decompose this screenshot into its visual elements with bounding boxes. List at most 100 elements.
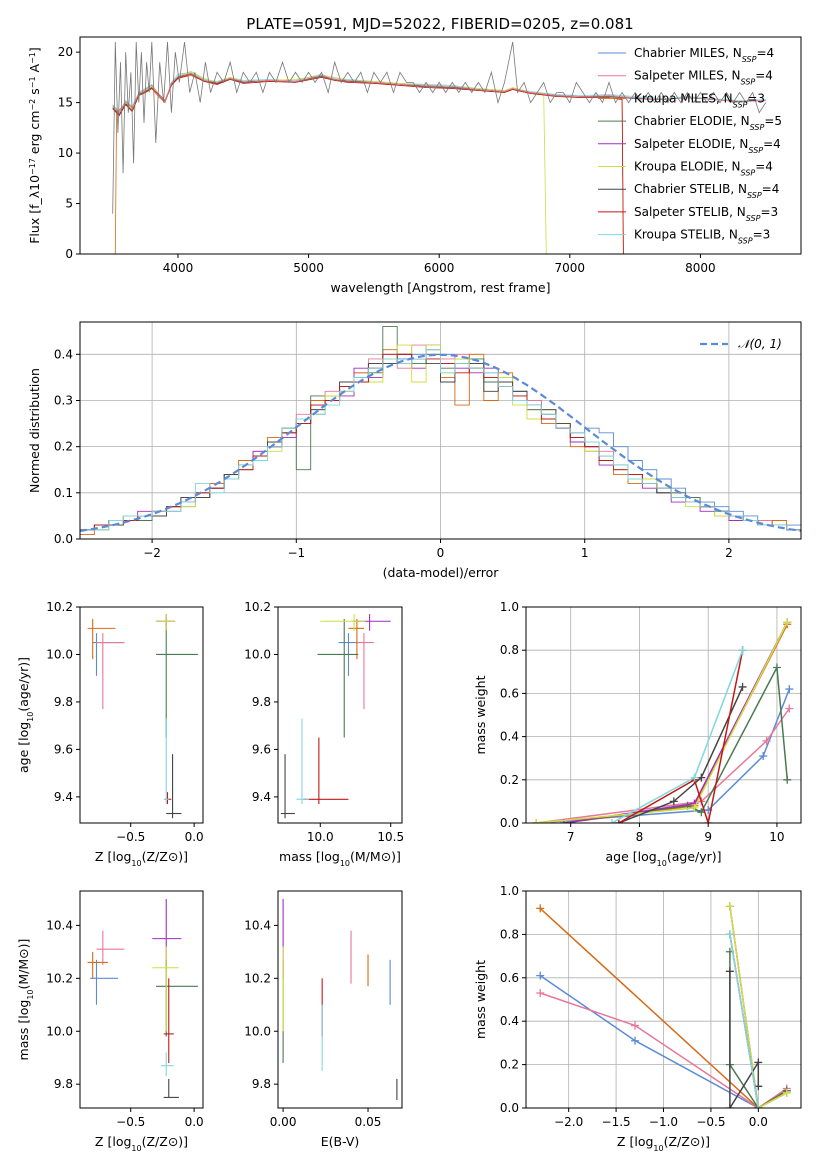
xtick-label: −0.5: [696, 1115, 725, 1129]
figure-title: PLATE=0591, MJD=52022, FIBERID=0205, z=0…: [246, 15, 633, 33]
legend-label: Kroupa ELODIE, NSSP=4: [634, 160, 773, 178]
plus-marker: [772, 663, 781, 672]
plus-marker: [690, 773, 699, 782]
ytick-label: 0.6: [500, 971, 519, 985]
label-part: Chabrier STELIB, N: [634, 182, 747, 196]
plus-marker: [725, 967, 734, 976]
label-part: Kroupa ELODIE, N: [634, 160, 741, 174]
label-part: )]: [16, 939, 31, 949]
plus-marker: [754, 1082, 763, 1091]
label-part: Chabrier MILES, N: [634, 46, 742, 60]
legend-label: Salpeter ELODIE, NSSP=4: [634, 137, 781, 155]
panel-spectrum: 4000 5000 6000 7000 8000 0 5 10 15 20 wavelength […: [27, 36, 802, 295]
panel-residuals: 𝒩(0, 1) −2 −1 0 1 2 0.0 0.1 0.2 0.3 0.4 (data-model…: [27, 321, 802, 580]
label-part: (Z/Z: [142, 849, 168, 864]
label-part: Salpeter MILES, N: [634, 69, 741, 83]
plus-marker: [536, 971, 545, 980]
spectrum-line: [112, 73, 624, 254]
xtick-label: 0.0: [749, 1115, 768, 1129]
weight-line: [729, 906, 788, 1108]
xlabel: mass [log10(M/M⊙)]: [279, 849, 401, 868]
label-part: (Z/Z: [142, 1134, 168, 1149]
ylabel: mass weight: [473, 960, 488, 1039]
label-part: Normed distribution: [27, 368, 42, 493]
label-part: SSP: [738, 236, 753, 245]
plus-marker: [754, 1104, 763, 1108]
plot-area: [87, 898, 198, 1098]
xlabel: Z [log10(Z/Z⊙)]: [95, 1134, 188, 1153]
ytick-label: 9.4: [252, 790, 271, 804]
ytick-label: 9.8: [54, 1077, 73, 1091]
label-part: log: [16, 722, 31, 741]
xtick-label: 8000: [685, 261, 716, 275]
axes-frame: [277, 606, 403, 824]
ytick-label: 10.0: [46, 1024, 73, 1038]
legend-label: Chabrier MILES, NSSP=4: [634, 46, 774, 64]
xtick-label: 0.00: [270, 1115, 297, 1129]
label-part: Z [: [617, 1134, 634, 1149]
label-part: Flux [f_λ10: [27, 175, 42, 244]
label-part: )]: [178, 1134, 188, 1149]
label-part: 10: [131, 1144, 141, 1153]
plus-marker: [785, 704, 794, 713]
plus-marker: [614, 819, 623, 823]
ytick-label: 0.8: [500, 643, 519, 657]
label-part: =3: [747, 91, 765, 105]
label-part: log: [16, 1000, 31, 1019]
ytick-label: 15: [58, 96, 73, 110]
weight-line: [729, 971, 760, 1108]
xtick-label: 5000: [293, 261, 324, 275]
label-part: Salpeter ELODIE, N: [634, 137, 748, 151]
label-part: )]: [391, 849, 401, 864]
label-part: (data-model)/error: [383, 565, 500, 580]
legend-label: Kroupa STELIB, NSSP=3: [634, 228, 770, 246]
label-part: log: [638, 849, 657, 864]
ylabel: mass [log10(M/M⊙)]: [16, 939, 35, 1061]
label-part: ⊙: [690, 1134, 700, 1149]
label-part: SSP: [746, 213, 761, 222]
xtick-label: 4000: [163, 261, 194, 275]
plus-marker: [785, 685, 794, 694]
plot-area: [536, 902, 791, 1108]
label-part: (age/yr)]: [16, 657, 31, 712]
label-part: Salpeter STELIB, N: [634, 205, 746, 219]
xlabel: age [log10(age/yr)]: [605, 849, 721, 868]
legend-label: Salpeter MILES, NSSP=4: [634, 69, 773, 87]
legend-label: Chabrier STELIB, NSSP=4: [634, 182, 779, 200]
xtick-label: 2: [725, 546, 733, 560]
xtick-label: 10: [769, 830, 784, 844]
plus-marker: [725, 902, 734, 911]
ylabel: Normed distribution: [27, 368, 42, 493]
label-part: log: [112, 1134, 131, 1149]
ytick-label: 10.2: [46, 971, 73, 985]
weight-line: [618, 650, 744, 823]
xlabel: Z [log10(Z/Z⊙)]: [617, 1134, 710, 1153]
legend-label: Salpeter STELIB, NSSP=3: [634, 205, 778, 223]
ytick-label: 1.0: [500, 884, 519, 898]
ytick-label: 10.0: [244, 1024, 271, 1038]
label-part: =5: [764, 114, 782, 128]
ylabel: mass weight: [473, 675, 488, 754]
xtick-label: 6000: [424, 261, 455, 275]
xtick-label: 0.0: [185, 830, 204, 844]
xtick-label: 7000: [555, 261, 586, 275]
label-part: =4: [755, 69, 773, 83]
label-part: Kroupa STELIB, N: [634, 228, 738, 242]
ytick-label: 0.4: [54, 347, 73, 361]
xlabel: E(B-V): [321, 1134, 360, 1149]
plot-area: [280, 614, 391, 819]
xtick-label: 8: [636, 830, 644, 844]
label-part: SSP: [747, 191, 762, 200]
plus-marker: [738, 682, 747, 691]
label-part: Z [: [95, 1134, 112, 1149]
xtick-label: 10.0: [307, 830, 334, 844]
plus-marker: [631, 1036, 640, 1045]
label-part: (M/M: [16, 959, 31, 990]
label-part: Chabrier ELODIE, N: [634, 114, 750, 128]
ylabel: Flux [f_λ10−17 erg cm−2 s−1 A−1]: [27, 47, 42, 244]
plus-marker: [762, 736, 771, 745]
ytick-label: 0.3: [54, 393, 73, 407]
ytick-label: 9.8: [252, 695, 271, 709]
xtick-label: 10.5: [377, 830, 404, 844]
xtick-label: 0: [437, 546, 445, 560]
